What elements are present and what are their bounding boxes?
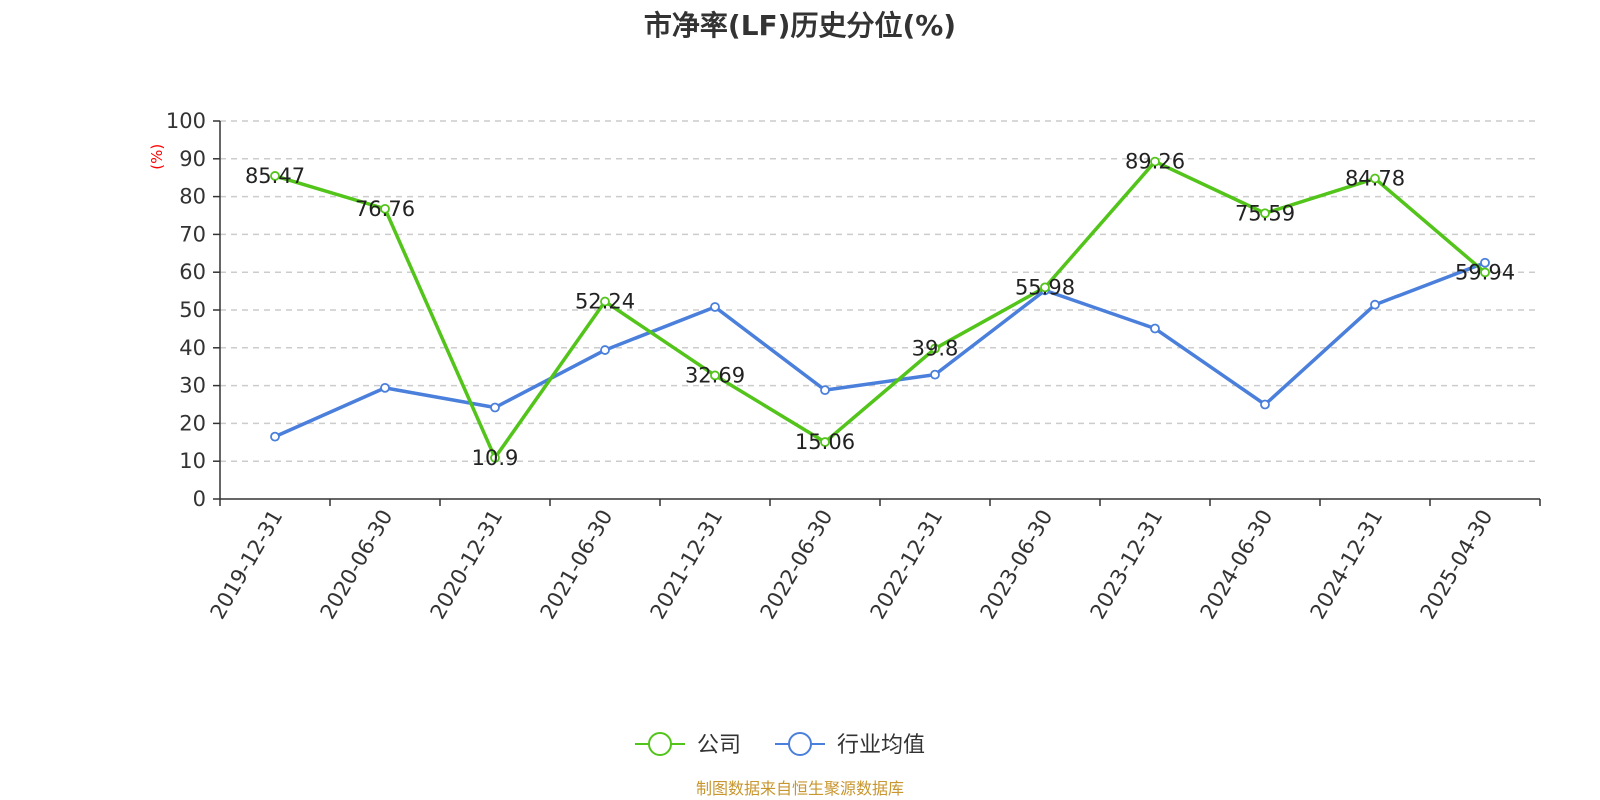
data-point	[270, 171, 280, 181]
data-labels: 85.47 76.76 10.9 52.24 32.69 15.06 39.8 55.98 89…	[245, 150, 1515, 470]
data-label: 89.26	[1125, 150, 1185, 174]
data-point	[930, 369, 940, 380]
y-tick-label: 40	[179, 336, 206, 360]
y-tick-label: 60	[179, 260, 206, 284]
data-point	[1480, 257, 1490, 268]
data-point	[380, 382, 390, 393]
data-point	[600, 296, 610, 307]
series-line	[274, 261, 1486, 439]
y-tick-label: 50	[179, 298, 206, 322]
data-point	[1260, 208, 1270, 219]
data-point	[1370, 173, 1380, 184]
x-tick-label: 2022-12-31	[866, 506, 948, 624]
x-tick-label: 2019-12-31	[206, 506, 288, 624]
data-point	[380, 203, 390, 214]
data-label: 32.69	[685, 363, 745, 387]
x-tick-label: 2024-12-31	[1306, 506, 1388, 624]
data-point	[930, 343, 940, 354]
x-tick-label: 2023-06-30	[976, 506, 1058, 624]
grid-lines	[220, 120, 1540, 462]
x-tick-label: 2023-12-31	[1086, 506, 1168, 624]
data-point	[490, 402, 500, 413]
data-point	[710, 302, 720, 312]
data-label: 39.8	[912, 337, 959, 361]
y-tick-label: 0	[193, 487, 206, 511]
data-point	[1040, 282, 1050, 293]
x-tick-label: 2020-12-31	[426, 506, 508, 624]
y-tick-label: 100	[166, 109, 206, 133]
legend: 公司 行业均值	[635, 732, 925, 758]
legend-marker	[788, 732, 812, 756]
x-tick-label: 2024-06-30	[1196, 506, 1278, 624]
data-point	[820, 437, 830, 447]
legend-item: 行业均值	[775, 732, 925, 758]
axes: 0 10 20 30 40 50 60 70 80 90 100(%) 2019-12-31 2020-…	[148, 109, 1541, 624]
data-label: 76.76	[355, 197, 415, 221]
data-label: 84.78	[1345, 167, 1405, 191]
data-point	[820, 385, 830, 396]
data-label: 75.59	[1235, 201, 1295, 225]
data-point	[1370, 299, 1380, 310]
data-point	[600, 345, 610, 355]
data-label: 55.98	[1015, 275, 1075, 299]
y-tick-label: 70	[179, 222, 206, 246]
x-tick-label: 2021-06-30	[536, 506, 618, 624]
data-point	[1150, 323, 1160, 334]
data-label: 59.94	[1455, 260, 1515, 284]
legend-item: 公司	[635, 732, 741, 758]
x-tick-label: 2025-04-30	[1416, 506, 1498, 624]
series-line	[274, 159, 1487, 460]
data-point	[1260, 399, 1270, 410]
data-label: 10.9	[472, 446, 519, 470]
data-label: 52.24	[575, 290, 635, 314]
y-tick-label: 30	[179, 374, 206, 398]
y-axis-unit-label: (%)	[148, 144, 166, 170]
data-point	[710, 370, 720, 381]
y-tick-label: 90	[179, 147, 206, 171]
legend-label: 公司	[697, 733, 741, 758]
data-point	[270, 431, 280, 442]
series	[270, 156, 1490, 463]
x-tick-label: 2021-12-31	[646, 506, 728, 624]
legend-label: 行业均值	[837, 733, 925, 758]
data-label: 85.47	[245, 164, 305, 188]
data-point	[1150, 156, 1160, 167]
chart-title: 市净率(LF)历史分位(%)	[643, 9, 957, 42]
legend-marker	[648, 732, 672, 756]
source-note: 制图数据来自恒生聚源数据库	[695, 779, 904, 798]
y-tick-label: 20	[179, 411, 206, 435]
data-point	[1480, 267, 1490, 278]
data-label: 15.06	[795, 430, 855, 454]
y-tick-label: 80	[179, 185, 206, 209]
data-point	[490, 452, 500, 463]
x-tick-label: 2020-06-30	[316, 506, 398, 624]
x-tick-label: 2022-06-30	[756, 506, 838, 624]
y-tick-label: 10	[179, 449, 206, 473]
